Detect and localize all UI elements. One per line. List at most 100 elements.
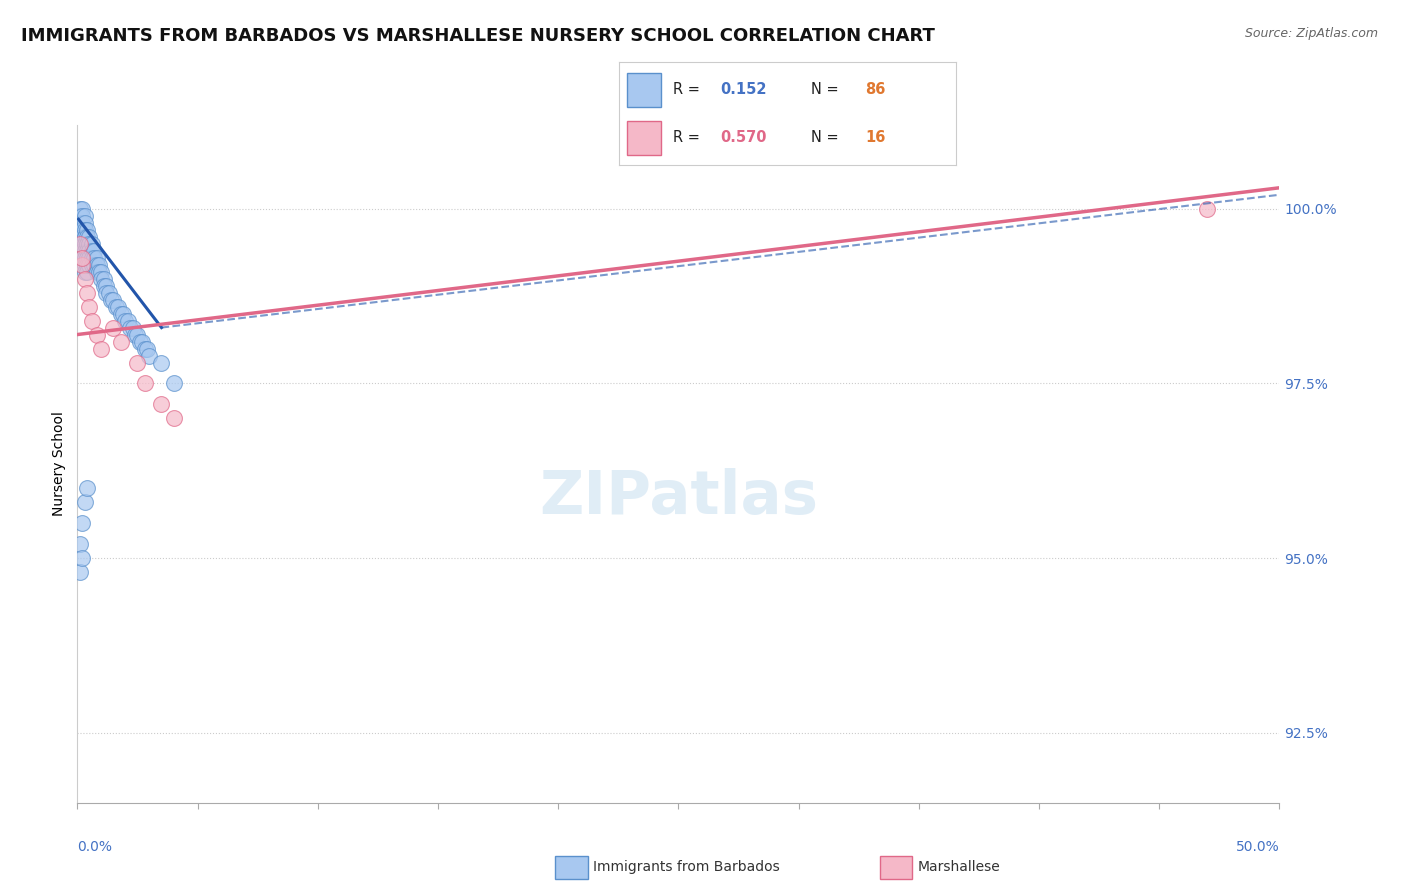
Point <box>86 251 108 265</box>
Point <box>73 495 96 509</box>
Point <box>86 327 108 342</box>
Point <box>69 236 91 251</box>
Point <box>76 285 98 300</box>
Bar <box>627 73 661 106</box>
Point <box>83 251 105 265</box>
Text: N =: N = <box>811 82 844 97</box>
Point <box>69 216 91 230</box>
Text: ZIPatlas: ZIPatlas <box>538 468 818 527</box>
Point <box>93 278 115 293</box>
Point <box>69 565 91 579</box>
Point <box>69 537 91 551</box>
Text: 0.152: 0.152 <box>720 82 766 97</box>
Point <box>80 313 103 327</box>
Point <box>80 251 103 265</box>
Text: Source: ZipAtlas.com: Source: ZipAtlas.com <box>1244 27 1378 40</box>
Point <box>73 271 96 285</box>
Point <box>76 236 98 251</box>
Point <box>96 278 118 293</box>
Point <box>90 271 112 285</box>
Point <box>73 223 96 237</box>
Point <box>76 244 98 258</box>
Text: 86: 86 <box>865 82 886 97</box>
Point <box>79 300 101 314</box>
Point <box>150 355 173 369</box>
Point <box>70 236 93 251</box>
Text: R =: R = <box>672 130 704 145</box>
Point <box>117 313 139 327</box>
Point <box>103 293 125 307</box>
Point <box>90 342 112 356</box>
Point <box>100 293 122 307</box>
Point <box>121 320 143 334</box>
Point <box>70 216 93 230</box>
Point <box>70 251 93 265</box>
Point <box>79 244 101 258</box>
Text: 50.0%: 50.0% <box>1236 840 1279 854</box>
Point <box>162 411 184 425</box>
Point <box>70 223 93 237</box>
Point <box>73 244 96 258</box>
Point <box>110 307 132 321</box>
Point <box>83 258 105 272</box>
Point <box>1197 202 1219 216</box>
Point <box>127 355 149 369</box>
Point <box>104 300 127 314</box>
Point <box>69 236 91 251</box>
Point <box>70 236 93 251</box>
Text: IMMIGRANTS FROM BARBADOS VS MARSHALLESE NURSERY SCHOOL CORRELATION CHART: IMMIGRANTS FROM BARBADOS VS MARSHALLESE … <box>21 27 935 45</box>
Point <box>79 251 101 265</box>
Point <box>76 229 98 244</box>
Point <box>87 265 110 279</box>
Point <box>111 307 134 321</box>
Point <box>136 342 159 356</box>
Point <box>70 244 93 258</box>
Text: N =: N = <box>811 130 844 145</box>
Point <box>69 202 91 216</box>
Point <box>69 223 91 237</box>
Point <box>73 265 96 279</box>
Point <box>73 229 96 244</box>
Point <box>114 313 136 327</box>
Point <box>73 209 96 223</box>
Point <box>69 209 91 223</box>
Point <box>70 251 93 265</box>
Point <box>69 229 91 244</box>
Point <box>97 285 120 300</box>
Point <box>69 216 91 230</box>
Bar <box>627 121 661 155</box>
Point <box>90 265 112 279</box>
Point <box>76 481 98 495</box>
Point <box>120 320 142 334</box>
Point <box>70 258 93 272</box>
Text: 0.0%: 0.0% <box>77 840 112 854</box>
Point <box>70 229 93 244</box>
Point <box>79 236 101 251</box>
Point <box>124 327 146 342</box>
Point <box>70 551 93 566</box>
Point <box>69 244 91 258</box>
Point <box>162 376 184 391</box>
Text: 0.570: 0.570 <box>720 130 766 145</box>
Point <box>76 258 98 272</box>
Point <box>150 397 173 411</box>
Text: Immigrants from Barbados: Immigrants from Barbados <box>593 860 780 874</box>
Point <box>87 258 110 272</box>
Point <box>103 320 125 334</box>
Point <box>73 258 96 272</box>
Text: Marshallese: Marshallese <box>918 860 1001 874</box>
Y-axis label: Nursery School: Nursery School <box>52 411 66 516</box>
Point <box>83 244 105 258</box>
Point <box>70 209 93 223</box>
Text: 16: 16 <box>865 130 886 145</box>
Point <box>80 236 103 251</box>
Point <box>134 376 156 391</box>
Point <box>86 265 108 279</box>
Point <box>73 236 96 251</box>
Point <box>80 244 103 258</box>
Point <box>107 300 129 314</box>
Point <box>69 223 91 237</box>
Point <box>70 516 93 531</box>
Point <box>70 202 93 216</box>
Point <box>70 223 93 237</box>
